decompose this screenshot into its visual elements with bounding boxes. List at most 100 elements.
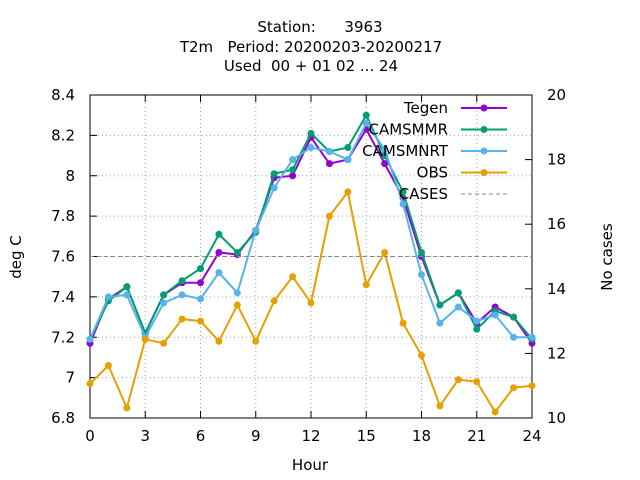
x-tick-label: 15 xyxy=(357,427,376,445)
data-point-obs xyxy=(104,362,112,370)
data-point-obs xyxy=(344,188,352,196)
legend-entry-tegen: Tegen xyxy=(403,99,507,117)
legend-label: CASES xyxy=(399,185,448,203)
data-point-tegen xyxy=(215,248,223,256)
legend-marker xyxy=(480,126,488,133)
data-point-camsmmr xyxy=(160,291,168,299)
data-point-obs xyxy=(123,404,131,412)
series-camsmnrt xyxy=(86,119,536,343)
y-axis-label: deg C xyxy=(7,235,25,279)
x-tick-label: 18 xyxy=(412,427,431,445)
data-point-camsmmr xyxy=(307,129,315,137)
legend-marker xyxy=(480,147,488,155)
data-point-obs xyxy=(381,248,389,256)
y-tick-label: 8.2 xyxy=(51,126,75,144)
x-tick-label: 0 xyxy=(85,427,95,445)
data-point-camsmnrt xyxy=(289,156,297,164)
data-point-camsmmr xyxy=(418,248,425,256)
legend-marker xyxy=(480,104,488,112)
chart-title-line-1: Station: 3963 xyxy=(257,18,382,36)
y2-tick-label: 20 xyxy=(547,86,566,104)
legend-entry-camsmnrt: CAMSMNRT xyxy=(362,142,507,160)
data-point-camsmnrt xyxy=(307,143,315,151)
data-point-tegen xyxy=(289,172,297,180)
legend-label: Tegen xyxy=(403,99,448,117)
data-point-obs xyxy=(528,382,536,390)
x-tick-label: 24 xyxy=(522,427,541,445)
data-point-camsmnrt xyxy=(325,148,333,156)
legend: Tegen CAMSMMR CAMSMNRT OBS CASES xyxy=(362,99,507,203)
axis-ticks: 0 3 6 9 12 15 18 21 24 6.8 7 7.2 7.4 7.6 7.8 8 8.2 8.4 10 1… xyxy=(51,86,566,445)
y-tick-label: 8.4 xyxy=(51,86,75,104)
data-point-camsmmr xyxy=(123,283,131,291)
data-point-obs xyxy=(141,335,149,343)
y2-tick-label: 18 xyxy=(547,151,566,169)
data-point-camsmnrt xyxy=(510,333,518,341)
data-point-obs xyxy=(252,337,260,345)
data-point-obs xyxy=(160,339,168,347)
data-point-camsmmr xyxy=(362,111,370,119)
data-point-camsmnrt xyxy=(160,299,168,307)
data-point-camsmnrt xyxy=(270,184,278,192)
data-point-obs xyxy=(454,376,462,384)
data-point-camsmmr xyxy=(289,166,297,174)
data-point-obs xyxy=(491,408,499,416)
y2-tick-label: 16 xyxy=(547,215,566,233)
data-point-camsmmr xyxy=(178,277,186,285)
data-point-obs xyxy=(473,378,481,386)
data-point-camsmnrt xyxy=(454,303,462,311)
data-point-camsmmr xyxy=(215,230,223,238)
data-point-obs xyxy=(418,351,425,359)
data-point-obs xyxy=(86,380,94,388)
data-point-obs xyxy=(178,315,186,323)
data-point-camsmmr xyxy=(270,170,278,178)
legend-entry-obs: OBS xyxy=(417,164,507,182)
x-tick-label: 12 xyxy=(301,427,320,445)
data-point-obs xyxy=(233,301,241,309)
data-point-camsmmr xyxy=(454,289,462,297)
data-point-camsmnrt xyxy=(362,119,370,127)
data-point-tegen xyxy=(381,160,389,168)
data-point-camsmmr xyxy=(197,265,204,273)
data-point-camsmnrt xyxy=(233,289,241,297)
data-point-obs xyxy=(399,319,407,327)
data-point-camsmnrt xyxy=(473,317,481,325)
data-point-camsmmr xyxy=(510,313,518,321)
data-point-camsmnrt xyxy=(381,146,389,154)
data-point-obs xyxy=(325,212,333,220)
data-point-camsmnrt xyxy=(215,269,223,277)
data-point-camsmmr xyxy=(436,301,444,309)
data-point-obs xyxy=(436,402,444,410)
legend-marker xyxy=(480,169,488,176)
data-point-camsmnrt xyxy=(86,335,94,343)
legend-label: CAMSMMR xyxy=(368,121,448,139)
data-point-camsmmr xyxy=(399,188,407,196)
x-tick-label: 3 xyxy=(140,427,150,445)
y-tick-label: 7.8 xyxy=(51,207,75,225)
y2-tick-label: 12 xyxy=(547,344,566,362)
legend-label: OBS xyxy=(417,164,448,182)
data-point-camsmnrt xyxy=(178,291,186,299)
chart-title-line-2: T2m Period: 20200203-20200217 xyxy=(179,38,442,56)
y-tick-label: 7 xyxy=(65,369,75,387)
data-point-camsmnrt xyxy=(418,271,425,279)
series-layer xyxy=(86,111,536,416)
data-point-obs xyxy=(362,281,370,289)
series-obs xyxy=(86,188,536,416)
data-point-camsmnrt xyxy=(528,333,536,341)
chart-title-line-3: Used 00 + 01 02 ... 24 xyxy=(224,57,398,75)
data-point-camsmmr xyxy=(233,248,241,256)
y-tick-label: 8 xyxy=(65,167,75,185)
data-point-camsmnrt xyxy=(104,293,112,301)
data-point-camsmnrt xyxy=(252,226,260,234)
data-point-obs xyxy=(270,297,278,305)
data-point-camsmmr xyxy=(344,143,352,151)
y2-axis-label: No cases xyxy=(598,223,616,291)
data-point-obs xyxy=(215,337,223,345)
data-point-camsmmr xyxy=(473,325,481,333)
data-point-tegen xyxy=(325,160,333,168)
legend-label: CAMSMNRT xyxy=(362,142,449,160)
data-point-tegen xyxy=(197,279,204,287)
x-tick-label: 21 xyxy=(467,427,486,445)
